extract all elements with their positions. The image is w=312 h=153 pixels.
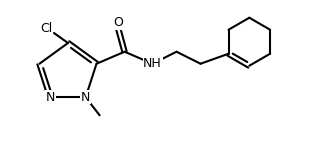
Text: N: N — [81, 91, 90, 104]
Text: NH: NH — [143, 57, 162, 70]
Text: N: N — [46, 91, 55, 104]
Text: O: O — [114, 16, 124, 29]
Text: Cl: Cl — [40, 22, 52, 35]
